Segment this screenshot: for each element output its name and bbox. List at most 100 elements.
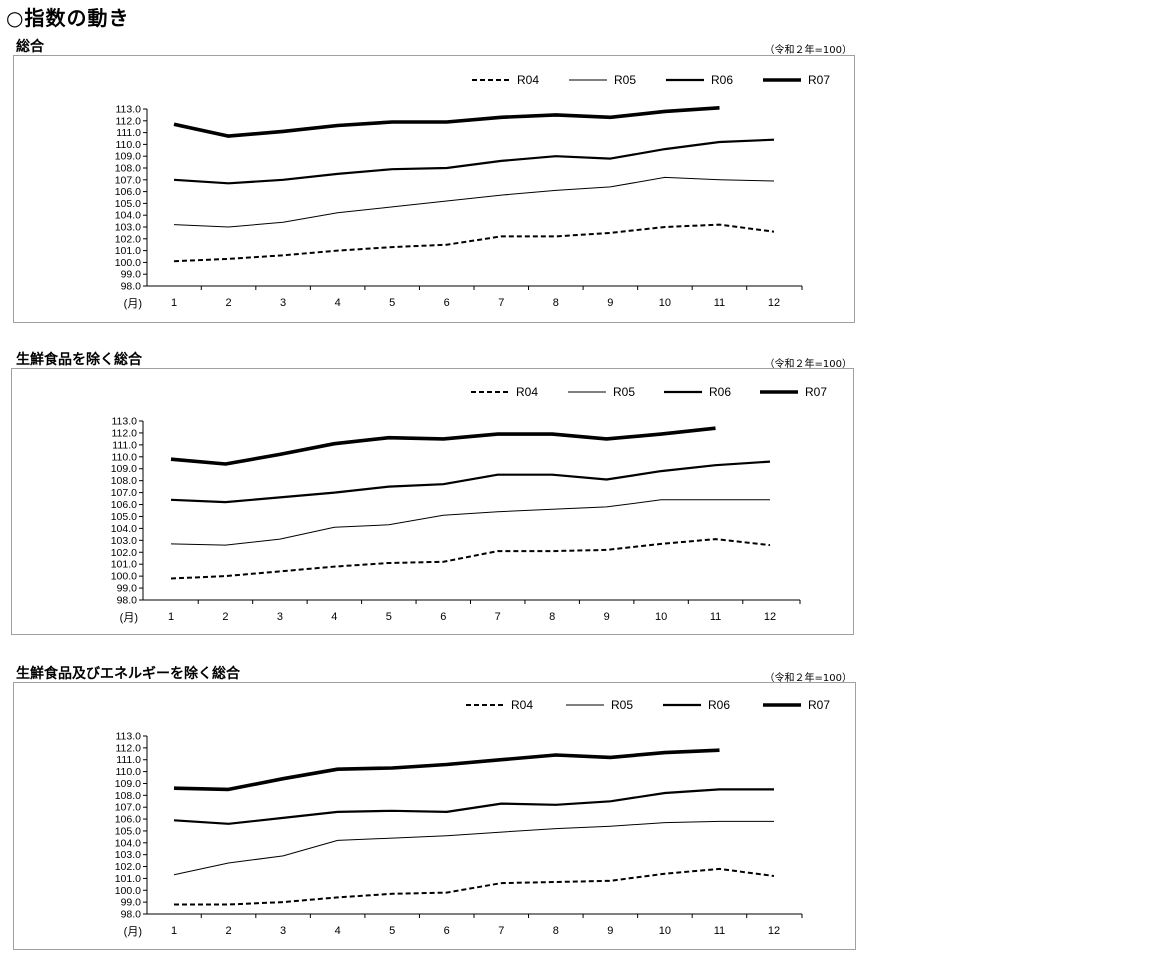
y-tick-label: 100.0 — [115, 257, 141, 269]
line-chart-overall: 98.099.0100.0101.0102.0103.0104.0105.010… — [115, 73, 831, 310]
x-tick-label: 2 — [225, 297, 231, 309]
x-tick-label: 5 — [389, 925, 395, 937]
x-tick-label: 5 — [386, 611, 392, 623]
line-chart-core-core: 98.099.0100.0101.0102.0103.0104.0105.010… — [115, 698, 831, 938]
y-tick-label: 101.0 — [115, 245, 141, 257]
y-tick-label: 110.0 — [112, 451, 138, 463]
legend-label-r05: R05 — [611, 698, 633, 712]
y-tick-label: 112.0 — [116, 115, 142, 127]
y-tick-label: 111.0 — [116, 754, 141, 766]
y-tick-label: 102.0 — [111, 547, 137, 559]
x-tick-label: 3 — [280, 297, 286, 309]
legend-label-r05: R05 — [614, 73, 636, 87]
x-tick-label: 9 — [607, 925, 613, 937]
x-tick-label: 3 — [277, 611, 283, 623]
y-tick-label: 105.0 — [111, 511, 137, 523]
y-tick-label: 110.0 — [116, 766, 142, 778]
y-tick-label: 107.0 — [115, 802, 141, 814]
x-tick-label: 7 — [498, 297, 504, 309]
y-tick-label: 105.0 — [115, 825, 141, 837]
y-tick-label: 100.0 — [111, 571, 137, 583]
y-tick-label: 103.0 — [115, 849, 141, 861]
x-tick-label: 3 — [280, 925, 286, 937]
y-tick-label: 113.0 — [112, 416, 138, 428]
y-tick-label: 108.0 — [115, 790, 141, 802]
y-tick-label: 98.0 — [117, 595, 138, 607]
x-tick-label: 6 — [440, 611, 446, 623]
x-tick-label: 9 — [607, 297, 613, 309]
legend-label-r07: R07 — [808, 73, 830, 87]
chart-panel-core: 98.0 99.0 100.0 101.0 102.0 103.0 104.0 105.0 10… — [11, 368, 854, 635]
series-line-r04 — [173, 223, 775, 263]
x-tick-label: 1 — [171, 925, 177, 937]
x-tick-label: 11 — [714, 297, 725, 309]
x-tick-label: 2 — [225, 925, 231, 937]
base-note-core-core: （令和２年=100） — [764, 673, 852, 684]
x-tick-label: 10 — [659, 925, 671, 937]
x-tick-label: 11 — [714, 925, 725, 937]
y-tick-label: 103.0 — [111, 535, 137, 547]
y-tick-label: 112.0 — [112, 427, 138, 439]
line-chart-core: 98.099.0100.0101.0102.0103.0104.0105.010… — [111, 385, 828, 624]
y-tick-label: 98.0 — [121, 909, 142, 921]
x-axis-unit-label: (月) — [124, 298, 142, 310]
y-tick-label: 108.0 — [111, 475, 137, 487]
x-axis-unit-label: (月) — [124, 926, 142, 938]
y-tick-label: 107.0 — [115, 174, 141, 186]
y-tick-label: 111.0 — [112, 439, 137, 451]
x-tick-label: 2 — [222, 611, 228, 623]
series-line-r05 — [170, 499, 770, 546]
y-tick-label: 99.0 — [121, 269, 142, 281]
legend-label-r06: R06 — [709, 385, 731, 399]
y-tick-label: 109.0 — [111, 463, 137, 475]
legend-label-r07: R07 — [808, 698, 830, 712]
y-tick-label: 107.0 — [111, 487, 137, 499]
chart-title-overall: 総合 — [16, 39, 44, 55]
x-tick-label: 6 — [444, 925, 450, 937]
series-line-r04 — [170, 538, 771, 580]
y-tick-label: 109.0 — [115, 151, 141, 163]
legend-label-r04: R04 — [517, 73, 539, 87]
x-tick-label: 7 — [498, 925, 504, 937]
x-tick-label: 8 — [549, 611, 555, 623]
legend-label-r04: R04 — [511, 698, 533, 712]
y-tick-label: 99.0 — [121, 897, 142, 909]
y-tick-label: 101.0 — [115, 873, 141, 885]
x-tick-label: 6 — [444, 297, 450, 309]
legend-label-r04: R04 — [516, 385, 538, 399]
legend-label-r07: R07 — [805, 385, 827, 399]
x-tick-label: 12 — [768, 297, 780, 309]
chart-title-core-core: 生鮮食品及びエネルギーを除く総合 — [16, 666, 240, 682]
series-line-r07 — [173, 748, 720, 792]
y-tick-label: 101.0 — [111, 559, 137, 571]
y-tick-label: 112.0 — [116, 742, 142, 754]
y-tick-label: 111.0 — [116, 127, 141, 139]
legend-label-r05: R05 — [613, 385, 635, 399]
series-line-r06 — [170, 460, 771, 504]
x-tick-label: 10 — [655, 611, 667, 623]
x-tick-label: 1 — [168, 611, 174, 623]
base-note-overall: （令和２年=100） — [764, 45, 852, 56]
y-tick-label: 113.0 — [116, 104, 142, 116]
x-tick-label: 8 — [553, 925, 559, 937]
y-tick-label: 104.0 — [111, 523, 137, 535]
x-tick-label: 4 — [331, 611, 337, 623]
series-line-r06 — [173, 138, 775, 185]
chart-panel-core-core: 98.0 99.0 100.0 101.0 102.0 103.0 104.0 105.0 10… — [13, 682, 856, 950]
series-line-r05 — [173, 176, 775, 228]
x-tick-label: 12 — [764, 611, 776, 623]
y-tick-label: 106.0 — [111, 499, 137, 511]
x-tick-label: 1 — [171, 297, 177, 309]
x-tick-label: 12 — [768, 925, 780, 937]
y-tick-label: 105.0 — [115, 198, 141, 210]
y-tick-label: 110.0 — [116, 139, 142, 151]
chart-title-core: 生鮮食品を除く総合 — [16, 352, 142, 368]
y-tick-label: 98.0 — [121, 281, 142, 293]
x-axis-unit-label: (月) — [120, 612, 138, 624]
y-tick-label: 99.0 — [117, 583, 138, 595]
series-line-r05 — [173, 820, 774, 876]
x-tick-label: 11 — [710, 611, 721, 623]
legend-label-r06: R06 — [711, 73, 733, 87]
series-line-r07 — [173, 106, 720, 138]
page-title: ○指数の動き — [6, 6, 130, 30]
